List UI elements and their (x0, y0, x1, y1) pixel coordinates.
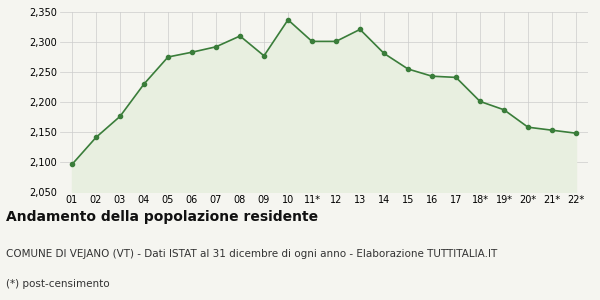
Text: Andamento della popolazione residente: Andamento della popolazione residente (6, 210, 318, 224)
Text: (*) post-censimento: (*) post-censimento (6, 279, 110, 289)
Text: COMUNE DI VEJANO (VT) - Dati ISTAT al 31 dicembre di ogni anno - Elaborazione TU: COMUNE DI VEJANO (VT) - Dati ISTAT al 31… (6, 249, 497, 259)
